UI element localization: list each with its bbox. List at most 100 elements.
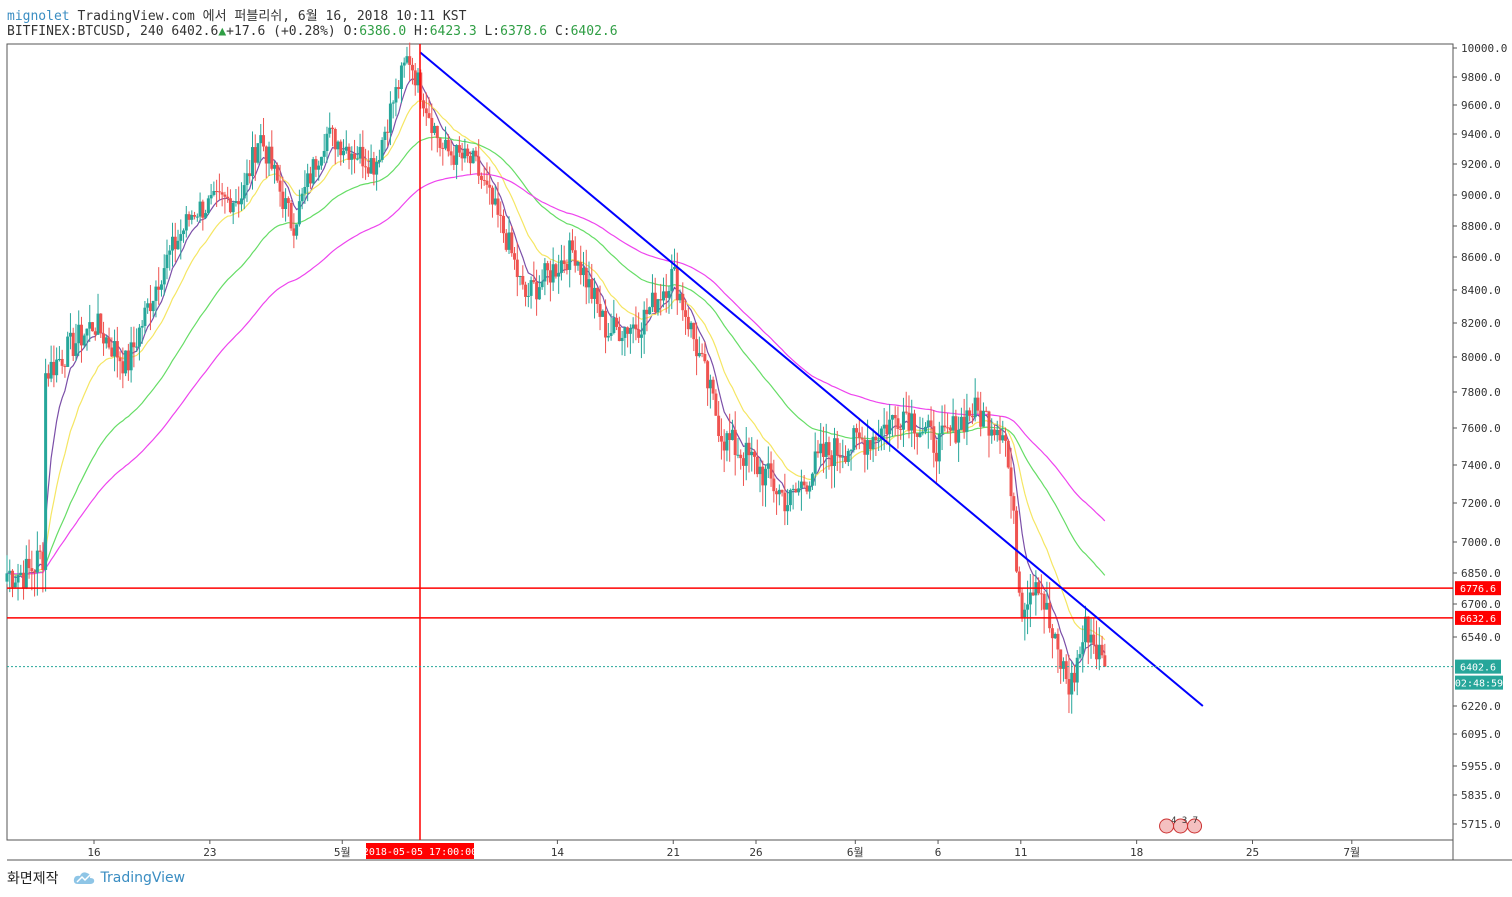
candle-body — [259, 135, 263, 144]
candle-body — [33, 571, 37, 573]
candle-body — [866, 440, 870, 455]
candle-body — [1056, 633, 1060, 650]
candle-body — [1001, 435, 1005, 441]
candle-body — [695, 339, 699, 357]
candle-body — [943, 425, 947, 428]
ma-yellow-line — [6, 100, 1106, 641]
candle-body — [924, 426, 928, 432]
candle-body — [463, 148, 467, 159]
candle-body — [1070, 672, 1074, 695]
event-flag-icon — [1187, 818, 1203, 834]
candle-body — [38, 550, 42, 552]
candle-body — [725, 433, 729, 451]
candle-body — [692, 322, 696, 340]
candle-body — [485, 180, 489, 185]
candle-body — [590, 279, 594, 299]
candle-body — [962, 416, 966, 432]
y-tick-label: 9200.0 — [1461, 158, 1501, 171]
symbol: BITFINEX:BTCUSD, 240 — [7, 24, 164, 39]
candle-body — [559, 260, 563, 273]
candle-body — [626, 327, 630, 334]
candle-body — [88, 322, 92, 329]
candle-body — [529, 280, 533, 296]
candle-body — [543, 263, 547, 282]
candle-body — [623, 327, 627, 338]
candle-body — [565, 263, 569, 270]
candle-body — [479, 175, 483, 180]
candle-body — [885, 424, 889, 435]
high-label: H: — [414, 24, 430, 39]
made-with-label: 화면제작 — [7, 871, 59, 887]
y-tick-label: 9400.0 — [1461, 128, 1501, 141]
candle-body — [1006, 440, 1010, 468]
price-chart[interactable]: 6776.6 6632.6 2018-05-05 17:00:00 6402.6 02:… — [0, 0, 1512, 862]
footer: 화면제작 TradingView — [7, 868, 185, 888]
candle-body — [992, 429, 996, 436]
candle-body — [937, 433, 941, 462]
candle-body — [1078, 654, 1082, 658]
candle-body — [901, 411, 905, 430]
candle-body — [1092, 634, 1096, 645]
candle-body — [198, 201, 202, 217]
candle-body — [981, 410, 985, 427]
candle-body — [66, 336, 70, 367]
candle-body — [427, 113, 431, 118]
candle-body — [228, 198, 232, 213]
candle-body — [358, 146, 362, 159]
candle-body — [918, 432, 922, 437]
candle-body — [1045, 602, 1049, 610]
candle-body — [248, 173, 252, 177]
candle-body — [57, 358, 61, 360]
candle-body — [697, 352, 701, 357]
candle-body — [827, 442, 831, 456]
tradingview-logo-icon — [73, 872, 94, 884]
candle-body — [968, 410, 972, 416]
candle-body — [628, 328, 632, 334]
candle-body — [664, 291, 668, 298]
candle-body — [769, 463, 773, 479]
candle-body — [642, 309, 646, 335]
candle-body — [711, 379, 715, 394]
candle-body — [681, 293, 685, 311]
candle-body — [140, 325, 144, 328]
candle-body — [874, 436, 878, 441]
candle-body — [493, 198, 497, 205]
candle-body — [187, 214, 191, 220]
candle-body — [719, 435, 723, 442]
candle-body — [507, 232, 511, 250]
candle-body — [772, 478, 776, 492]
candle-body — [342, 150, 346, 156]
y-tick-label: 6095.0 — [1461, 728, 1501, 741]
close-value: 6402.6 — [570, 24, 618, 39]
candle-body — [499, 214, 503, 216]
candle-body — [446, 139, 450, 152]
candle-body — [319, 156, 323, 166]
candle-body — [581, 267, 585, 276]
x-tick-label: 23 — [203, 846, 216, 859]
y-tick-label: 9800.0 — [1461, 71, 1501, 84]
candle-body — [11, 570, 15, 588]
candle-body — [234, 201, 238, 203]
trendline — [419, 51, 1204, 707]
candle-body — [808, 485, 812, 492]
candle-body — [148, 303, 152, 312]
tradingview-brand-link[interactable]: TradingView — [100, 870, 186, 886]
up-arrow-icon: ▲ — [218, 24, 227, 39]
candle-body — [700, 352, 704, 355]
candle-body — [1004, 435, 1008, 441]
candle-body — [154, 286, 158, 301]
candle-body — [750, 451, 754, 456]
candle-body — [821, 443, 825, 457]
author-link[interactable]: mignolet — [7, 9, 70, 24]
candle-body — [984, 410, 988, 412]
candle-body — [526, 295, 530, 297]
candle-body — [650, 292, 654, 308]
price-change: +17.6 (+0.28%) — [226, 24, 336, 39]
candle-body — [176, 240, 180, 250]
candle-body — [364, 166, 368, 168]
x-tick-label: 7월 — [1343, 846, 1360, 859]
candle-body — [273, 164, 277, 169]
candle-body — [41, 551, 45, 570]
candle-body — [184, 214, 188, 231]
candle-body — [85, 328, 89, 336]
